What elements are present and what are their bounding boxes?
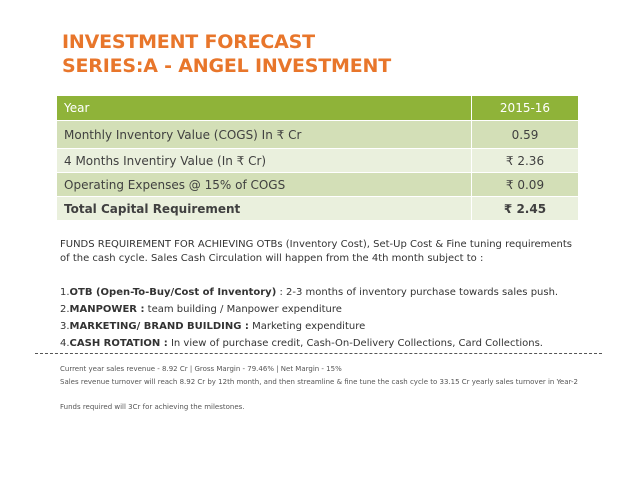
row-value: ₹ 2.36	[471, 148, 578, 173]
table-header-row: Year 2015-16	[57, 96, 578, 121]
item-number: 3.	[60, 321, 70, 332]
table-row: 4 Months Inventiry Value (In ₹ Cr) ₹ 2.3…	[57, 148, 578, 173]
title-line-2: SERIES:A - ANGEL INVESTMENT	[62, 55, 391, 77]
row-value: ₹ 0.09	[471, 172, 578, 197]
row-label: 4 Months Inventiry Value (In ₹ Cr)	[57, 148, 472, 173]
forecast-table: Year 2015-16 Monthly Inventory Value (CO…	[57, 96, 578, 221]
header-value: 2015-16	[471, 96, 578, 121]
footer-turnover-note: Sales revenue turnover will reach 8.92 C…	[60, 378, 578, 386]
item-text: In view of purchase credit, Cash-On-Deli…	[167, 338, 543, 349]
row-label: Operating Expenses @ 15% of COGS	[57, 172, 472, 197]
header-label: Year	[57, 96, 472, 121]
footer-metrics: Current year sales revenue - 8.92 Cr | G…	[60, 365, 342, 373]
footer-funds-note: Funds required will 3Cr for achieving th…	[60, 403, 245, 411]
table-row: Monthly Inventory Value (COGS) In ₹ Cr 0…	[57, 120, 578, 149]
item-number: 1.	[60, 287, 70, 298]
dashed-divider	[35, 353, 602, 354]
total-row: Total Capital Requirement ₹ 2.45	[57, 196, 578, 221]
item-heading: MANPOWER :	[69, 304, 145, 315]
row-value: 0.59	[471, 120, 578, 149]
page-title: INVESTMENT FORECAST SERIES:A - ANGEL INV…	[62, 30, 391, 78]
item-heading: OTB (Open-To-Buy/Cost of Inventory)	[69, 287, 277, 298]
item-text: team building / Manpower expenditure	[144, 304, 342, 315]
item-text: Marketing expenditure	[248, 321, 366, 332]
title-line-1: INVESTMENT FORECAST	[62, 31, 315, 53]
item-number: 4.	[60, 338, 70, 349]
item-heading: CASH ROTATION :	[69, 338, 168, 349]
item-heading: MARKETING/ BRAND BUILDING :	[69, 321, 249, 332]
item-number: 2.	[60, 304, 70, 315]
item-text: : 2-3 months of inventory purchase towar…	[276, 287, 559, 298]
list-item: 3.MARKETING/ BRAND BUILDING : Marketing …	[60, 318, 582, 335]
table-row: Operating Expenses @ 15% of COGS ₹ 0.09	[57, 172, 578, 197]
points-list: 1.OTB (Open-To-Buy/Cost of Inventory) : …	[60, 284, 582, 352]
list-item: 1.OTB (Open-To-Buy/Cost of Inventory) : …	[60, 284, 582, 301]
row-label: Monthly Inventory Value (COGS) In ₹ Cr	[57, 120, 472, 149]
total-value: ₹ 2.45	[471, 196, 578, 221]
intro-paragraph: FUNDS REQUIREMENT FOR ACHIEVING OTBs (In…	[60, 239, 572, 264]
total-label: Total Capital Requirement	[57, 196, 472, 221]
list-item: 2.MANPOWER : team building / Manpower ex…	[60, 301, 582, 318]
list-item: 4.CASH ROTATION : In view of purchase cr…	[60, 335, 582, 352]
